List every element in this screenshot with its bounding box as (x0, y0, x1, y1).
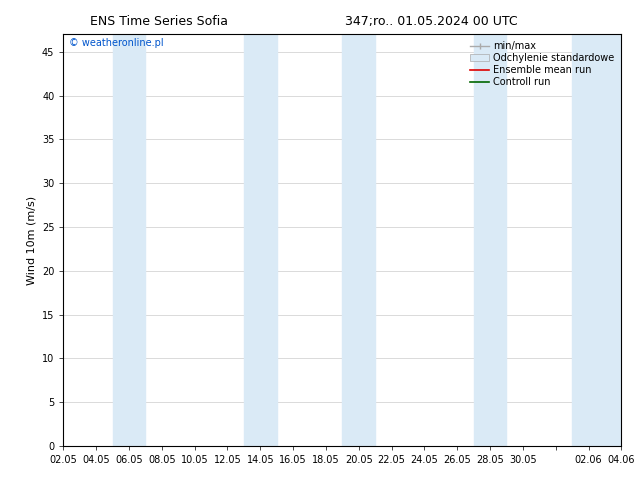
Bar (572, 34, 634, 446)
Bar (474, 34, 507, 446)
Bar (342, 34, 375, 446)
Bar (113, 34, 145, 446)
Y-axis label: Wind 10m (m/s): Wind 10m (m/s) (27, 196, 36, 285)
Legend: min/max, Odchylenie standardowe, Ensemble mean run, Controll run: min/max, Odchylenie standardowe, Ensembl… (468, 39, 616, 89)
Text: 347;ro.. 01.05.2024 00 UTC: 347;ro.. 01.05.2024 00 UTC (345, 15, 517, 28)
Bar (244, 34, 276, 446)
Text: ENS Time Series Sofia: ENS Time Series Sofia (89, 15, 228, 28)
Text: © weatheronline.pl: © weatheronline.pl (69, 38, 164, 49)
